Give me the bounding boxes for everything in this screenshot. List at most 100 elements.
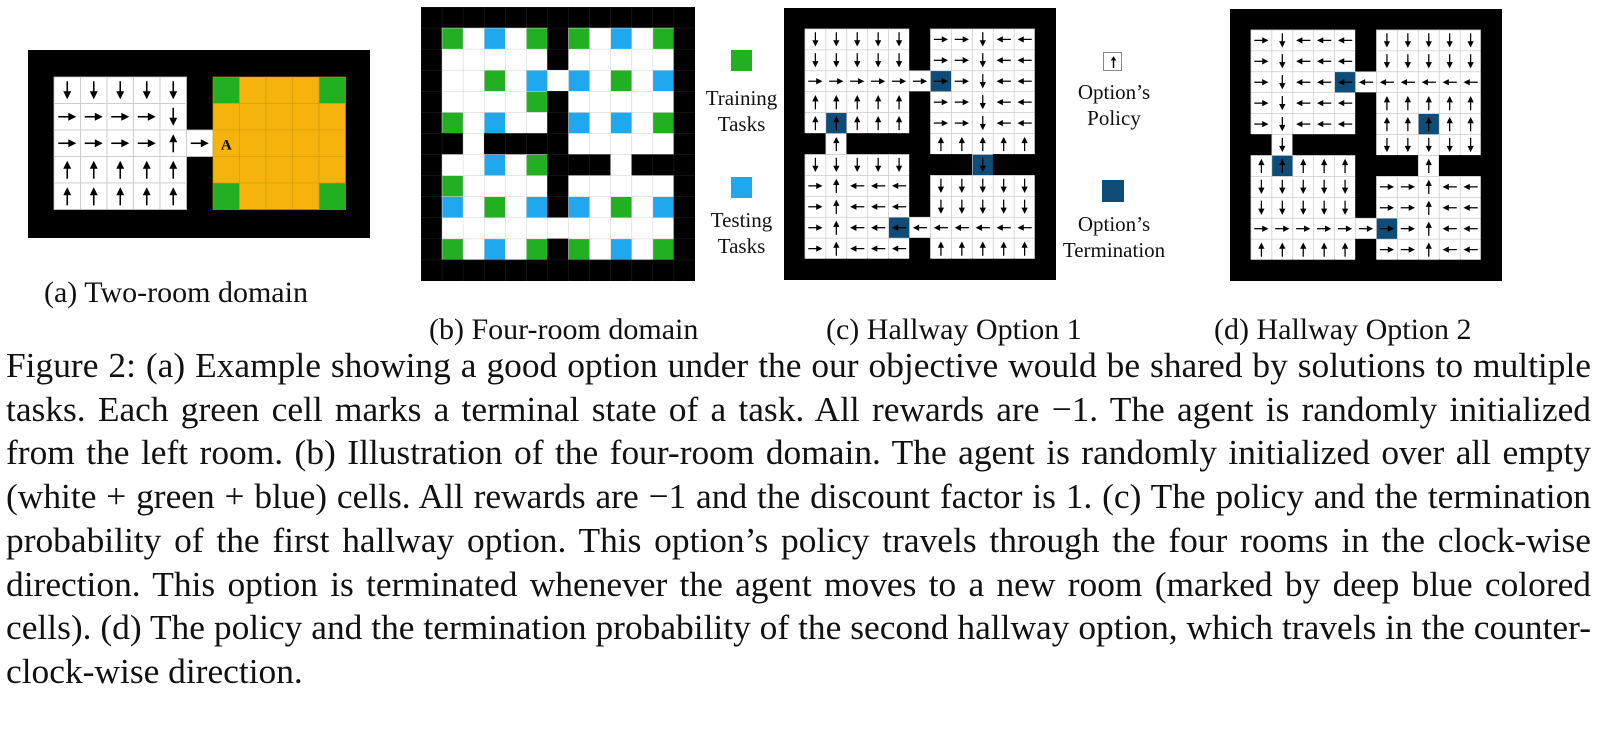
arrow-r-icon [954,99,969,106]
arrow-u-icon [854,95,861,110]
arrow-l-icon [1296,58,1311,65]
wall-cell [1034,70,1056,93]
wall-cell [1480,92,1502,115]
arrow-u-icon [1300,242,1307,257]
wall-cell [1250,9,1273,31]
wall-cell [1480,176,1502,198]
wall-cell [1438,259,1461,281]
arrow-r-icon [829,78,844,85]
arrow-r-icon [933,57,949,64]
wall-cell [421,91,443,113]
training-task-cell [652,27,675,50]
wall-cell [1034,195,1056,218]
empty-cell [483,175,506,198]
wall-cell [930,8,953,30]
arrow-d-icon [812,53,819,68]
arrow-l-icon [1463,225,1478,232]
wall-cell [930,154,953,177]
wall-cell [1376,259,1399,281]
arrow-l-icon [954,224,969,231]
arrow-u-icon [169,187,178,206]
wall-cell [421,259,443,281]
orange-cell [239,76,267,104]
wall-cell [1230,217,1252,240]
wall-cell [909,49,932,72]
arrow-l-icon [1442,183,1457,190]
arrow-l-icon [1296,79,1311,86]
wall-cell [610,259,633,281]
figure-caption-text: Figure 2: (a) Example showing a good opt… [6,345,1591,691]
arrow-d-icon [1279,54,1286,69]
arrow-u-icon [875,115,882,131]
wall-cell [1480,134,1502,157]
arrow-u-icon [854,115,861,131]
empty-cell [505,238,527,261]
wall-cell [1459,155,1482,178]
orange-cell [318,129,346,157]
wall-cell [1013,154,1036,177]
arrow-l-icon [1017,57,1032,64]
wall-cell [1271,259,1294,281]
empty-cell [652,133,675,156]
empty-cell [462,27,485,50]
arrow-r-icon [954,57,969,64]
arrow-l-icon [871,203,886,210]
arrow-r-icon [137,112,156,121]
arrow-d-icon [1467,33,1474,48]
wall-cell [1480,113,1502,136]
wall-cell [1355,50,1378,73]
wall-cell [1355,9,1378,31]
arrow-u-icon [1021,136,1028,152]
arrow-u-icon [1300,158,1307,174]
arrow-l-icon [1463,183,1478,190]
wall-cell [784,112,806,135]
wall-cell [1034,154,1056,177]
empty-cell [568,175,591,198]
orange-cell [239,129,267,157]
wall-cell [1034,216,1056,239]
arrow-l-icon [871,224,886,231]
wall-cell [1034,237,1056,260]
arrow-d-icon [979,95,986,110]
orange-cell [265,76,293,104]
empty-cell [589,133,612,156]
arrow-u-icon [89,160,98,179]
arrow-u-icon [833,199,840,214]
training-task-cell [526,238,549,261]
arrow-d-icon [979,53,986,68]
arrow-r-icon [1400,246,1415,253]
arrow-u-icon [1279,242,1286,257]
arrow-d-icon [1000,199,1007,214]
wall-cell [1417,9,1440,31]
empty-cell [505,217,527,240]
empty-cell [610,48,633,71]
wall-cell [909,195,932,218]
wall-cell [784,216,806,239]
arrow-d-icon [1321,200,1328,215]
arrow-u-icon [63,187,72,206]
orange-cell [292,129,320,157]
arrow-u-icon [937,136,945,152]
arrow-d-icon [1021,178,1028,193]
wall-cell [1034,49,1056,72]
wall-cell [1034,133,1056,156]
testing-task-swatch [731,177,752,198]
wall-cell [1250,259,1273,281]
arrow-r-icon [954,119,969,127]
wall-cell [804,258,827,280]
arrow-u-icon [1404,96,1411,111]
wall-cell [1313,9,1336,31]
wall-cell [951,8,973,30]
arrow-u-icon [1467,96,1474,111]
arrow-r-icon [1254,225,1269,232]
arrow-u-icon [1321,158,1328,174]
wall-cell [971,8,994,30]
arrow-u-icon [833,136,840,152]
wall-cell [909,133,932,156]
wall-cell [589,259,612,281]
orange-cell [265,103,293,131]
arrow-d-icon [1321,179,1328,194]
arrow-l-icon [1017,36,1032,43]
wall-cell [1480,155,1502,178]
wall-cell [421,175,443,198]
